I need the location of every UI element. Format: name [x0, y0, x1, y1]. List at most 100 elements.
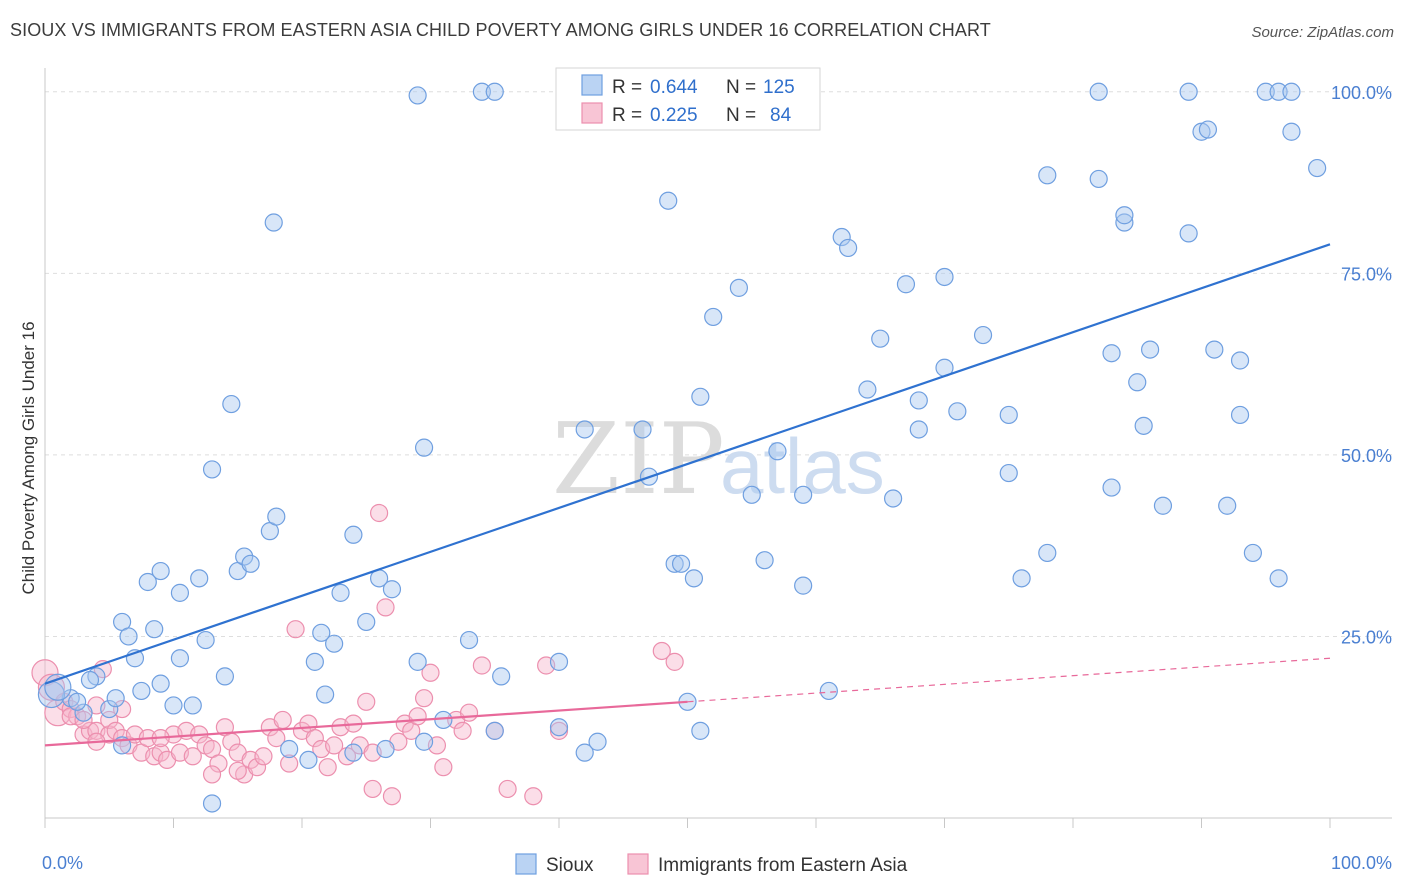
sioux-point-36: [316, 685, 335, 704]
sioux-point-46: [408, 652, 427, 671]
sioux-point-22: [202, 460, 222, 479]
sioux-point-109: [1205, 340, 1224, 359]
imm-point-60: [408, 707, 427, 726]
sioux-point-5: [100, 699, 119, 719]
trend-lines: [44, 243, 1331, 747]
imm-point-44: [305, 729, 324, 748]
grid-lines: [45, 91, 1392, 637]
source-label: Source: ZipAtlas.com: [1251, 24, 1394, 41]
sioux-point-34: [305, 652, 324, 671]
imm-point-40: [280, 754, 299, 773]
sioux-point-85: [909, 391, 928, 410]
imm-point-80: [74, 710, 93, 730]
sioux-point-76: [794, 485, 813, 504]
sioux-point-91: [999, 463, 1018, 483]
sioux-point-31: [264, 213, 283, 232]
y-tick-label-50: 50.0%: [1341, 446, 1392, 466]
sioux-point-58: [575, 420, 594, 439]
sioux-point-2: [68, 692, 87, 711]
sioux-point-86: [935, 267, 954, 287]
sioux-point-97: [1102, 344, 1121, 363]
sioux-point-4: [80, 670, 100, 690]
sioux-point-96: [1089, 82, 1108, 101]
sioux-point-39: [344, 525, 363, 544]
sioux-point-24: [215, 667, 234, 686]
imm-point-20: [151, 743, 170, 762]
sioux-point-79: [839, 238, 858, 258]
imm-point-76: [363, 779, 382, 799]
legend-r-value-sioux: 0.644: [650, 77, 698, 98]
imm-point-1: [37, 673, 66, 701]
y-tick-label-25: 25.0%: [1341, 627, 1392, 647]
sioux-point-15: [151, 561, 170, 581]
sioux-point-13: [145, 620, 164, 639]
correlation-legend: R = 0.644 N = 125 R = 0.225 N = 84: [555, 67, 821, 131]
tick-labels: 25.0% 50.0% 75.0% 100.0% 0.0% 100.0%: [42, 83, 1392, 873]
sioux-point-55: [549, 652, 569, 671]
imm-point-78: [112, 699, 132, 719]
bottom-legend-swatch-imm: [627, 853, 649, 875]
legend-n-label-imm: N =: [726, 105, 756, 126]
imm-points: [31, 503, 684, 806]
sioux-point-40: [344, 743, 363, 762]
sioux-point-43: [376, 739, 395, 759]
sioux-point-62: [659, 191, 678, 210]
legend-r-value-imm: 0.225: [650, 105, 698, 126]
sioux-point-37: [325, 634, 344, 653]
sioux-point-105: [1179, 224, 1198, 243]
sioux-point-51: [472, 82, 491, 101]
sioux-point-74: [768, 442, 787, 461]
sioux-point-114: [1256, 82, 1275, 101]
imm-point-55: [376, 598, 395, 617]
sioux-point-90: [999, 405, 1018, 425]
sioux-point-12: [138, 572, 157, 592]
sioux-point-118: [1282, 122, 1301, 141]
sioux-point-19: [183, 696, 202, 715]
imm-point-68: [472, 656, 491, 675]
sioux-points: [37, 82, 1327, 813]
sioux-point-18: [170, 649, 190, 668]
imm-point-71: [524, 787, 543, 806]
sioux-point-48: [414, 438, 434, 457]
sioux-point-69: [704, 307, 723, 327]
legend-swatch-imm: [581, 102, 603, 124]
sioux-point-54: [492, 667, 511, 686]
bottom-legend-imm: Immigrants from Eastern Asia: [658, 855, 908, 876]
sioux-point-81: [871, 329, 890, 348]
sioux-point-1: [74, 703, 93, 722]
imm-point-52: [357, 692, 376, 711]
sioux-point-72: [755, 551, 774, 570]
sioux-point-113: [1243, 543, 1263, 563]
sioux-point-92: [1012, 569, 1031, 588]
imm-point-75: [665, 652, 684, 671]
y-tick-label-75: 75.0%: [1341, 264, 1392, 284]
watermark: ZIP atlas: [552, 403, 885, 517]
sioux-point-82: [883, 489, 903, 508]
imm-point-61: [414, 689, 434, 708]
imm-point-29: [209, 754, 228, 773]
imm-point-70: [498, 779, 517, 799]
sioux-point-111: [1230, 405, 1250, 425]
sioux-point-21: [196, 630, 215, 650]
sioux-point-115: [1269, 82, 1288, 101]
sioux-point-101: [1128, 373, 1147, 392]
legend-n-label-sioux: N =: [726, 77, 756, 98]
sioux-point-117: [1282, 82, 1301, 101]
x-tick-label-100: 100.0%: [1331, 853, 1392, 873]
sioux-point-49: [434, 710, 453, 730]
imm-point-64: [434, 758, 453, 777]
sioux-point-25: [222, 394, 241, 414]
legend-swatch-sioux: [581, 74, 603, 96]
sioux-point-14: [151, 674, 170, 693]
imm-point-12: [100, 710, 119, 730]
sioux-point-9: [119, 627, 138, 646]
imm-point-35: [247, 758, 267, 777]
bottom-legend-sioux: Sioux: [546, 855, 594, 876]
sioux-point-35: [312, 623, 331, 642]
sioux-point-68: [691, 387, 710, 406]
sioux-point-66: [684, 569, 704, 588]
sioux-point-71: [742, 485, 761, 504]
sioux-point-119: [1308, 158, 1327, 178]
imm-point-47: [325, 736, 344, 755]
sioux-point-77: [819, 681, 838, 701]
